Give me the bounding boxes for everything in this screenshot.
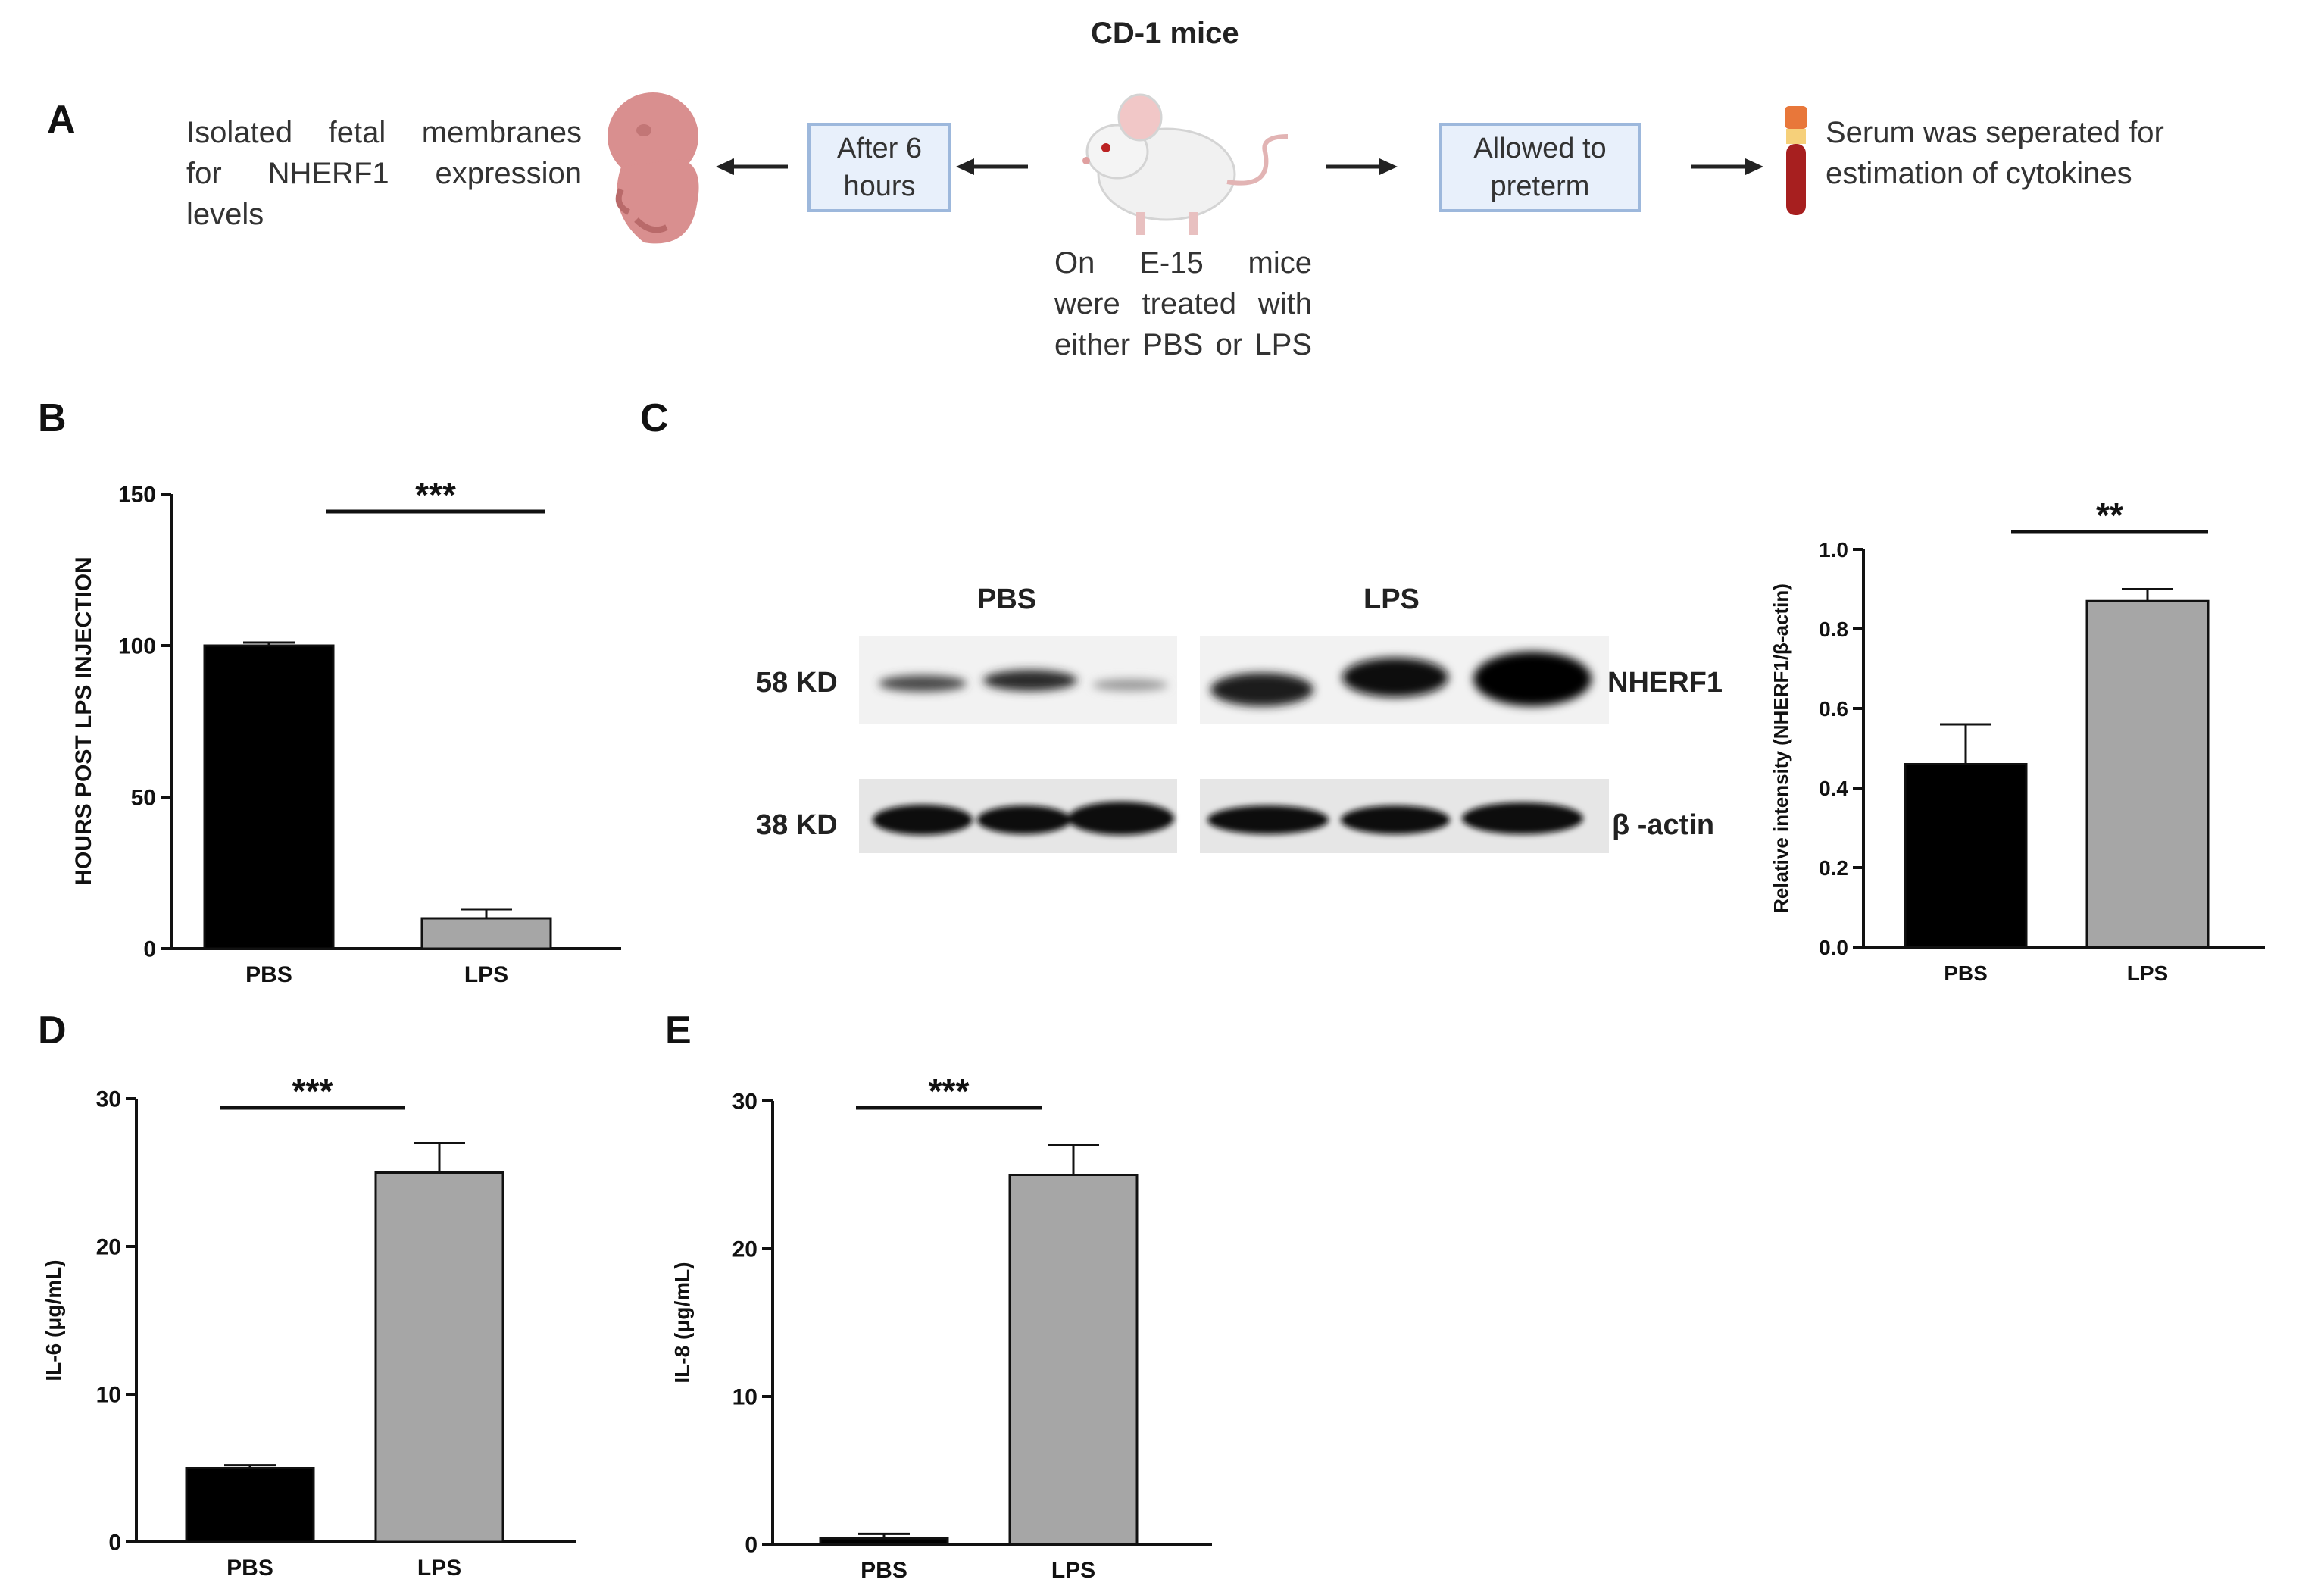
bar-lps: [420, 917, 552, 950]
nherf1-bands: [879, 652, 1592, 706]
bar-pbs: [1904, 763, 2028, 949]
x-tick-label: LPS: [464, 962, 508, 987]
flow-box-after-6-hours: After 6 hours: [807, 123, 951, 212]
flow-center-text: On E-15 mice were treated with either PB…: [1054, 242, 1312, 365]
flow-left-line-1: Isolated fetal membranes: [186, 116, 582, 149]
y-axis-label: Relative intensity (NHERF1/β-actin): [1770, 583, 1792, 913]
wb-group-label-pbs: PBS: [977, 583, 1037, 615]
flow-box-left-line-1: After 6: [837, 133, 922, 164]
wb-size-label-38kd: 38 KD: [756, 809, 838, 841]
bar-lps: [374, 1171, 504, 1543]
flow-left-line-3: levels: [186, 198, 264, 231]
bar-lps: [2085, 599, 2210, 949]
panel-letter-b: B: [38, 396, 67, 440]
flow-right-line-1: Serum was seperated for: [1826, 116, 2164, 149]
y-tick-label: 10: [732, 1385, 757, 1410]
flow-center-line-3: either PBS or LPS: [1054, 328, 1312, 361]
y-tick-label: 0.2: [1819, 856, 1848, 880]
flow-box-allowed-to-preterm: Allowed to preterm: [1439, 123, 1641, 212]
western-blot-image: [859, 636, 1609, 853]
y-tick-label: 150: [118, 483, 156, 508]
wb-size-label-58kd: 58 KD: [756, 667, 838, 699]
blood-tube-icon: [1785, 106, 1807, 215]
chart-c: 0.0 0.2 0.4 0.6 0.8 1.0 PBS LPS ** Relative inten…: [1770, 496, 2265, 985]
y-tick-label: 30: [732, 1090, 757, 1115]
arrow-left-icon: [716, 158, 788, 175]
y-tick-label: 0: [143, 937, 156, 962]
significance-stars: ***: [415, 475, 456, 514]
bar-pbs: [819, 1537, 949, 1546]
wb-protein-label-actin: β -actin: [1612, 809, 1715, 841]
flow-center-line-2: were treated with: [1054, 287, 1312, 321]
y-tick-label: 20: [732, 1237, 757, 1262]
x-tick-label: PBS: [1944, 962, 1988, 985]
flow-left-line-2: for NHERF1 expression: [186, 157, 582, 190]
y-tick-label: 0: [108, 1531, 121, 1556]
chart-d: 0 10 20 30 PBS LPS *** IL-6 (μg/mL): [42, 1076, 576, 1581]
flow-right-line-2: estimation of cytokines: [1826, 157, 2132, 190]
panel-letter-d: D: [38, 1009, 67, 1052]
significance-stars: **: [2096, 496, 2123, 535]
y-tick-label: 10: [96, 1383, 121, 1408]
flow-box-right-line-1: Allowed to: [1473, 133, 1607, 164]
bar-lps: [1008, 1174, 1139, 1546]
panel-letter-c: C: [640, 396, 669, 440]
bar-pbs: [203, 644, 335, 950]
x-tick-label: LPS: [417, 1556, 461, 1581]
x-tick-label: PBS: [245, 962, 292, 987]
flow-center-line-1: On E-15 mice: [1054, 246, 1312, 280]
bar-pbs: [185, 1467, 315, 1543]
y-tick-label: 0: [745, 1533, 757, 1558]
mouse-icon: [1082, 93, 1289, 235]
y-axis-label: IL-8 (μg/mL): [670, 1262, 694, 1383]
flow-box-left-line-2: hours: [843, 170, 916, 202]
x-tick-label: PBS: [226, 1556, 273, 1581]
x-tick-label: PBS: [861, 1558, 907, 1583]
y-tick-label: 0.6: [1819, 697, 1848, 721]
panel-letter-e: E: [665, 1009, 692, 1052]
significance-stars: ***: [292, 1076, 333, 1111]
flow-right-text: Serum was seperated for estimation of cy…: [1826, 112, 2250, 194]
y-tick-label: 0.0: [1819, 936, 1848, 959]
y-axis-label: HOURS POST LPS INJECTION: [71, 557, 96, 885]
arrow-right-icon: [1691, 158, 1763, 175]
x-tick-label: LPS: [1051, 1558, 1095, 1583]
flow-left-text: Isolated fetal membranes for NHERF1 expr…: [186, 112, 582, 235]
flow-box-right-line-2: preterm: [1490, 170, 1590, 202]
y-tick-label: 20: [96, 1235, 121, 1260]
y-axis-label: IL-6 (μg/mL): [42, 1259, 65, 1381]
wb-group-label-lps: LPS: [1363, 583, 1420, 615]
flow-title: CD-1 mice: [1091, 17, 1239, 50]
y-tick-label: 100: [118, 634, 156, 659]
chart-b: 0 50 100 150 PBS LPS *** HOURS POST LPS INJECTI…: [71, 475, 621, 987]
chart-e: 0 10 20 30 PBS LPS *** IL-8 (μg/mL): [670, 1076, 1212, 1583]
arrow-left-icon: [956, 158, 1028, 175]
arrow-right-icon: [1326, 158, 1398, 175]
y-tick-label: 0.8: [1819, 618, 1848, 641]
significance-stars: ***: [929, 1076, 970, 1111]
y-tick-label: 0.4: [1819, 777, 1848, 800]
wb-protein-label-nherf1: NHERF1: [1607, 667, 1723, 699]
y-tick-label: 30: [96, 1087, 121, 1112]
y-tick-label: 50: [131, 786, 156, 811]
x-tick-label: LPS: [2127, 962, 2168, 985]
y-tick-label: 1.0: [1819, 538, 1848, 561]
panel-letter-a: A: [47, 98, 76, 142]
fetus-icon: [608, 92, 699, 244]
actin-bands: [873, 802, 1583, 835]
